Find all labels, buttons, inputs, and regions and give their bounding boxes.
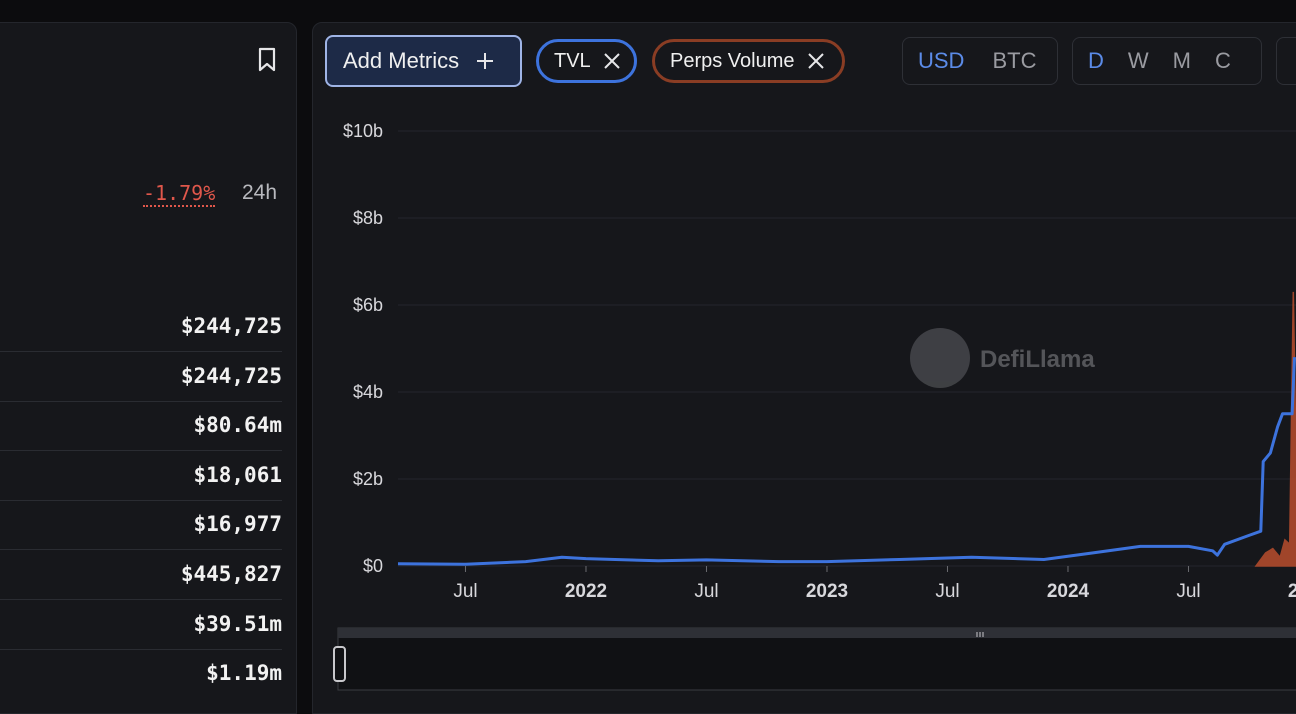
- x-tick-label: Jul: [1176, 581, 1200, 602]
- y-tick-label: $8b: [353, 208, 383, 228]
- currency-option[interactable]: BTC: [992, 48, 1037, 73]
- y-tick-label: $0: [363, 556, 383, 576]
- brush-grip[interactable]: [976, 632, 984, 637]
- row-separator: [0, 450, 282, 452]
- x-tick-label: 2023: [806, 581, 848, 602]
- extra-toggle[interactable]: [1276, 37, 1296, 85]
- currency-option[interactable]: USD: [918, 48, 965, 73]
- add-metrics-label: Add Metrics: [343, 48, 460, 73]
- row-separator: [0, 549, 282, 551]
- metric-chip[interactable]: TVL: [536, 39, 637, 83]
- plus-icon: [477, 53, 494, 69]
- interval-option[interactable]: M: [1172, 48, 1191, 73]
- series-line: [397, 357, 1296, 566]
- bookmark-icon[interactable]: [255, 46, 281, 74]
- y-tick-label: $4b: [353, 382, 383, 402]
- y-tick-label: $6b: [353, 295, 383, 315]
- change-value: -1.79%: [143, 181, 216, 207]
- x-tick-label: 2022: [565, 581, 607, 602]
- interval-toggle: D W M C: [1072, 37, 1262, 85]
- x-tick-label: Jul: [694, 581, 718, 602]
- x-tick-label: 2024: [1047, 581, 1090, 602]
- metric-chip[interactable]: Perps Volume: [652, 39, 845, 83]
- stat-value: $244,725: [180, 363, 282, 388]
- interval-option[interactable]: W: [1127, 48, 1149, 73]
- stat-value: $18,061: [193, 462, 282, 487]
- metric-chip-label: Perps Volume: [670, 49, 795, 72]
- brush-handle[interactable]: [333, 646, 346, 682]
- row-separator: [0, 499, 282, 501]
- stats-panel: [0, 22, 297, 714]
- row-separator: [0, 400, 282, 402]
- row-separator: [0, 351, 282, 352]
- stat-value: $445,827: [180, 562, 282, 586]
- currency-toggle: USD BTC: [902, 37, 1058, 85]
- plot: $0 $2b $4b $6b $8b $10b Jul 2022 Jul 2023 Jul 2024 J…: [343, 121, 1296, 602]
- interval-option[interactable]: C: [1214, 48, 1231, 73]
- row-separator: [0, 648, 282, 650]
- close-icon[interactable]: [603, 52, 621, 70]
- range-brush[interactable]: [337, 627, 1296, 691]
- stat-value: $80.64m: [193, 413, 282, 438]
- add-metrics-button[interactable]: Add Metrics: [325, 35, 522, 87]
- watermark-text: DefiLlama: [980, 346, 1095, 373]
- close-icon[interactable]: [807, 52, 825, 70]
- x-tick-label: Jul: [935, 581, 959, 602]
- stat-value: $39.51m: [193, 611, 282, 636]
- change-period: 24h: [242, 181, 278, 204]
- stat-value: $16,977: [193, 512, 282, 537]
- row-separator: [0, 599, 282, 600]
- chart-panel: [312, 22, 1296, 714]
- x-tick-label: Jul: [453, 581, 477, 602]
- interval-option[interactable]: D: [1088, 48, 1104, 73]
- watermark: DefiLlama: [910, 328, 1095, 388]
- x-tick-label: 2025: [1288, 581, 1296, 602]
- stat-value: $244,725: [180, 314, 282, 338]
- brush-bar[interactable]: [338, 628, 1296, 638]
- y-tick-label: $2b: [353, 469, 383, 489]
- stat-value: $1.19m: [206, 661, 282, 686]
- y-tick-label: $10b: [343, 121, 383, 141]
- metric-chip-label: TVL: [554, 49, 591, 72]
